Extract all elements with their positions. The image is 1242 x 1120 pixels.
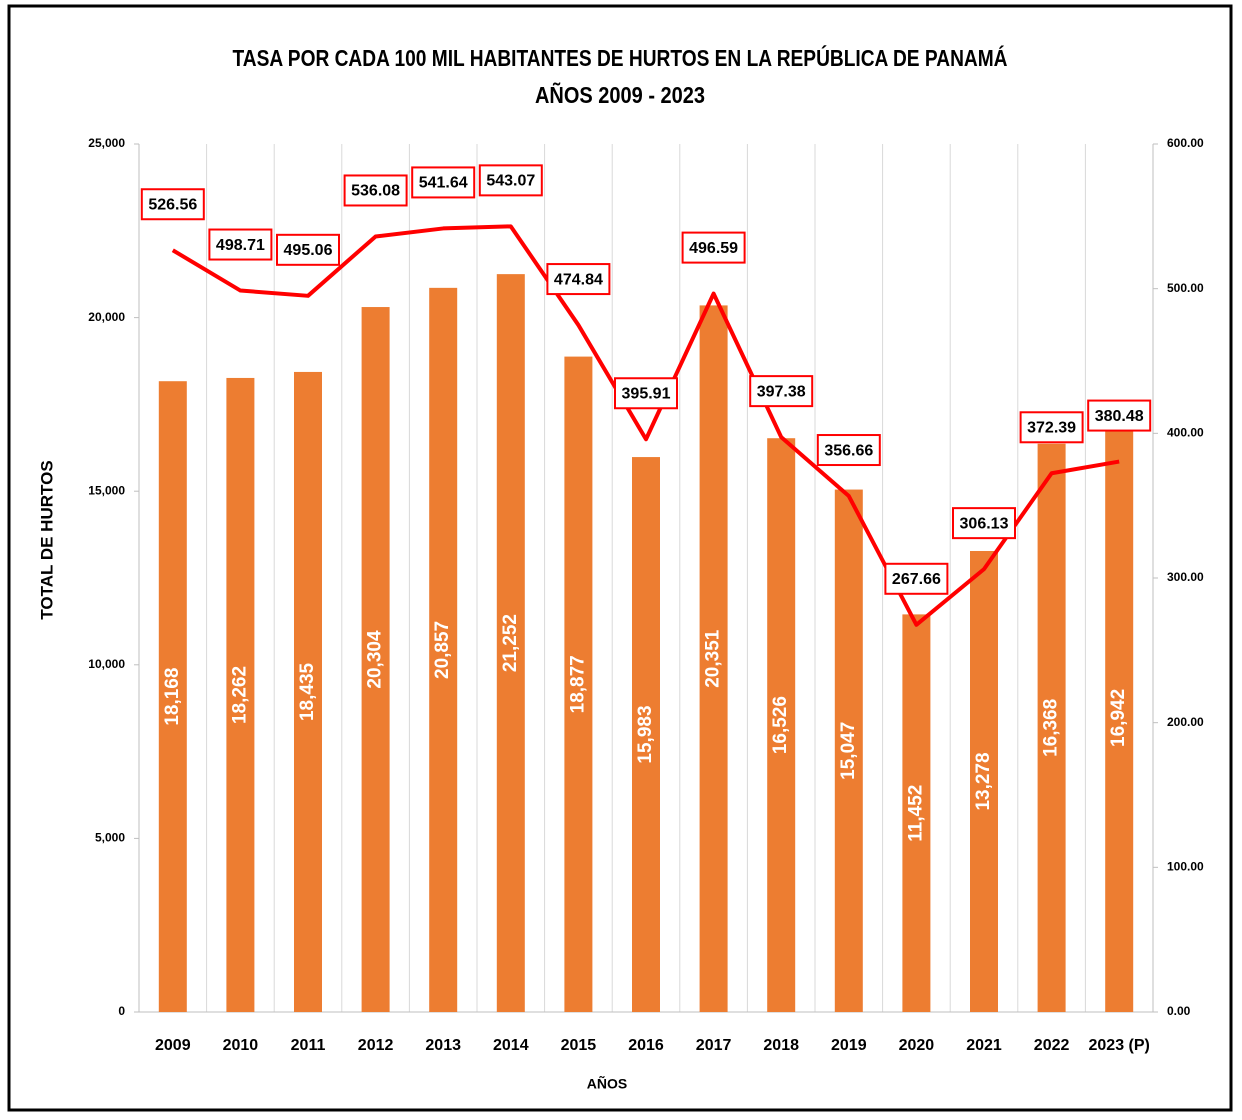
y-tick-label: 25,000 <box>88 136 125 150</box>
bar <box>294 371 322 1013</box>
y-tick-label: 0 <box>118 1004 125 1018</box>
bar-value-label: 13,278 <box>973 752 994 810</box>
line-value-label: 498.71 <box>216 237 265 254</box>
frame <box>7 4 1233 1112</box>
bar-value-label: 11,452 <box>905 785 926 842</box>
data-label-box <box>343 174 408 207</box>
y2-tick-label: 600.00 <box>1167 136 1204 150</box>
y-axis-title: TOTAL DE HURTOS <box>37 460 56 619</box>
chart-subtitle: AÑOS 2009 - 2023 <box>535 81 705 108</box>
bar <box>834 489 863 1013</box>
bar <box>970 550 998 1012</box>
bar <box>158 381 187 1012</box>
bar-value-label: 20,351 <box>703 629 724 688</box>
x-tick-label: 2020 <box>899 1037 935 1054</box>
line-value-label: 306.13 <box>960 515 1009 532</box>
bar <box>1037 443 1066 1013</box>
y2-tick-label: 300.00 <box>1167 570 1204 584</box>
y2-tick-label: 500.00 <box>1167 281 1204 295</box>
line-value-label: 526.56 <box>148 196 197 213</box>
data-label-box <box>140 188 205 221</box>
data-label-box <box>1019 411 1084 444</box>
x-tick-label: 2009 <box>155 1037 191 1054</box>
x-tick-label: 2012 <box>358 1037 394 1054</box>
bar <box>1105 423 1134 1012</box>
line-value-label: 496.59 <box>689 240 738 257</box>
line-value-label: 395.91 <box>622 385 671 402</box>
bar-value-label: 18,877 <box>567 655 588 713</box>
x-axis-title: AÑOS <box>587 1075 627 1092</box>
chart-title: TASA POR CADA 100 MIL HABITANTES DE HURT… <box>233 44 1008 71</box>
x-tick-label: 2010 <box>223 1037 259 1054</box>
line-value-label: 474.84 <box>554 271 603 288</box>
bar <box>496 274 525 1012</box>
bar <box>902 614 931 1012</box>
data-label-box <box>614 377 678 410</box>
bar <box>564 356 593 1012</box>
y-tick-label: 10,000 <box>88 657 125 671</box>
x-tick-label: 2019 <box>831 1037 867 1054</box>
line-value-label: 356.66 <box>824 442 873 459</box>
y2-tick-label: 100.00 <box>1167 860 1204 874</box>
line-value-label: 541.64 <box>419 175 468 192</box>
line-value-label: 267.66 <box>892 571 941 588</box>
data-label-box <box>816 434 881 467</box>
bar <box>767 438 796 1012</box>
data-label-box <box>478 164 543 197</box>
x-tick-label: 2022 <box>1034 1037 1070 1054</box>
bar-value-label: 20,857 <box>432 621 453 679</box>
data-label-box <box>681 231 746 264</box>
x-tick-label: 2017 <box>696 1037 732 1054</box>
data-label-box <box>276 233 340 266</box>
data-label-box <box>749 375 814 408</box>
line <box>171 224 1120 627</box>
line-value-label: 495.06 <box>284 242 333 259</box>
bar-value-label: 18,435 <box>297 662 318 721</box>
y2-tick-label: 200.00 <box>1167 715 1204 729</box>
y-tick-label: 5,000 <box>95 831 125 845</box>
bar-value-label: 16,942 <box>1108 689 1129 747</box>
x-tick-label: 2021 <box>966 1037 1002 1054</box>
x-tick-label: 2011 <box>291 1037 326 1054</box>
y2-tick-label: 0.00 <box>1167 1004 1191 1018</box>
y-tick-label: 20,000 <box>88 310 125 324</box>
x-tick-label: 2023 (P) <box>1089 1037 1150 1054</box>
line-value-label: 536.08 <box>351 183 400 200</box>
bar <box>226 377 255 1012</box>
grid <box>206 144 1086 1012</box>
bar-value-label: 18,168 <box>162 668 183 726</box>
line-value-label: 543.07 <box>486 173 535 190</box>
line-value-label: 372.39 <box>1027 419 1076 436</box>
x-tick-label: 2018 <box>763 1037 799 1054</box>
bar-value-label: 16,526 <box>770 696 791 754</box>
bar <box>699 305 728 1012</box>
x-tick-label: 2014 <box>493 1037 529 1054</box>
data-label-box <box>952 507 1016 540</box>
bar-value-label: 15,047 <box>838 722 859 780</box>
bar <box>361 307 390 1012</box>
data-label-box <box>208 228 273 261</box>
bar <box>632 457 660 1012</box>
x-tick-label: 2016 <box>628 1037 664 1054</box>
data-label-box <box>411 166 476 199</box>
x-tick-label: 2015 <box>561 1037 597 1054</box>
bar-value-label: 18,262 <box>229 666 250 724</box>
data-label-box <box>546 263 611 296</box>
line-value-label: 380.48 <box>1095 408 1144 425</box>
y-tick-label: 15,000 <box>88 483 125 497</box>
bar-value-label: 16,368 <box>1041 699 1062 757</box>
x-tick-label: 2013 <box>425 1037 461 1054</box>
bar-value-label: 20,304 <box>365 630 386 689</box>
data-label-box <box>884 562 949 595</box>
line-value-label: 397.38 <box>757 383 806 400</box>
y2-tick-label: 400.00 <box>1167 426 1204 440</box>
data-label-box <box>1087 399 1152 432</box>
bar-value-label: 21,252 <box>500 614 521 672</box>
bar <box>429 287 458 1012</box>
bar-value-label: 15,983 <box>635 705 656 763</box>
